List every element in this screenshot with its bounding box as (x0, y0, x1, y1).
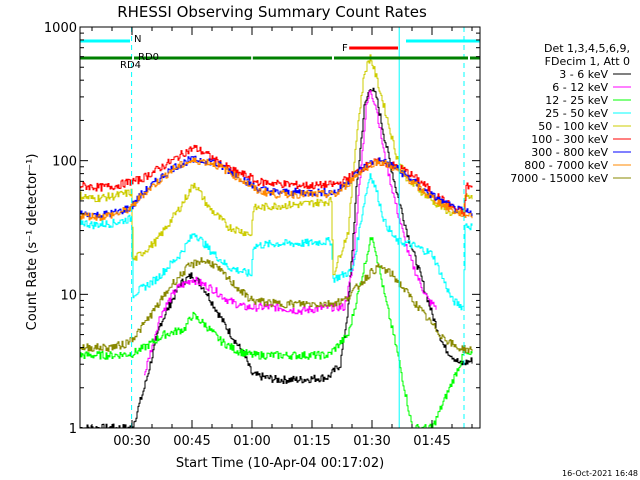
status-bar-label-rd4: RD4 (120, 60, 141, 71)
x-tick-label: 01:30 (353, 434, 390, 449)
x-tick-label: 00:30 (113, 434, 150, 449)
y-tick-label: 1000 (44, 21, 77, 36)
y-tick-label: 10 (60, 288, 77, 303)
x-tick-label: 01:45 (413, 434, 450, 449)
status-bar-label-f: F (342, 43, 348, 54)
x-tick-label: 00:45 (173, 434, 210, 449)
legend-label: 6 - 12 keV (552, 81, 608, 94)
y-tick-label: 100 (52, 155, 77, 170)
chart-title: RHESSI Observing Summary Count Rates (117, 3, 427, 21)
status-bar-label-n: N (134, 34, 141, 45)
series-line-6 (80, 155, 473, 220)
x-tick-label: 01:15 (293, 434, 330, 449)
series-line-3 (80, 173, 473, 311)
legend-label: 12 - 25 keV (545, 94, 608, 107)
legend-label: 300 - 800 keV (531, 146, 608, 159)
legend-label: 100 - 300 keV (531, 133, 608, 146)
y-axis-label: Count Rate (s⁻¹ detector⁻¹) (25, 154, 40, 331)
legend-label: 800 - 7000 keV (524, 159, 608, 172)
series-line-2 (80, 237, 473, 428)
series-line-0 (80, 87, 473, 428)
y-tick-label: 1 (69, 422, 77, 437)
legend: Det 1,3,4,5,6,9,FDecim 1, Att 03 - 6 keV… (510, 42, 631, 185)
plot-frame (79, 26, 481, 429)
plot-timestamp: 16-Oct-2021 16:48 (562, 469, 638, 478)
legend-label: 7000 - 15000 keV (510, 172, 608, 185)
legend-label: 50 - 100 keV (538, 120, 608, 133)
legend-header-line: Det 1,3,4,5,6,9, (544, 42, 630, 55)
status-bar-label-rd0: RD0 (138, 52, 159, 63)
legend-label: 3 - 6 keV (559, 68, 608, 81)
series-line-5 (80, 144, 473, 217)
series-line-8 (80, 257, 473, 354)
x-axis-label: Start Time (10-Apr-04 00:17:02) (176, 456, 384, 471)
x-tick-label: 01:00 (233, 434, 270, 449)
legend-label: 25 - 50 keV (545, 107, 608, 120)
series-line-4 (80, 54, 473, 276)
series-line-7 (80, 157, 473, 221)
series-layer (80, 54, 473, 428)
axes-layer: 00:30 00:45 01:00 01:15 01:30 01:45 1 10 100 1000 (44, 21, 480, 449)
legend-header-line: FDecim 1, Att 0 (545, 55, 630, 68)
